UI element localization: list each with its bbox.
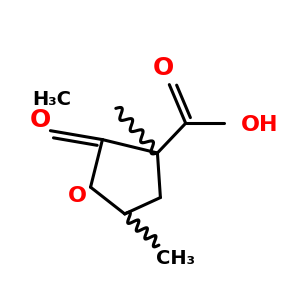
Text: CH₃: CH₃ — [156, 249, 195, 268]
Text: O: O — [153, 56, 174, 80]
Text: H₃C: H₃C — [32, 90, 71, 109]
Text: OH: OH — [241, 115, 278, 135]
Text: O: O — [68, 186, 87, 206]
Text: O: O — [29, 108, 51, 132]
